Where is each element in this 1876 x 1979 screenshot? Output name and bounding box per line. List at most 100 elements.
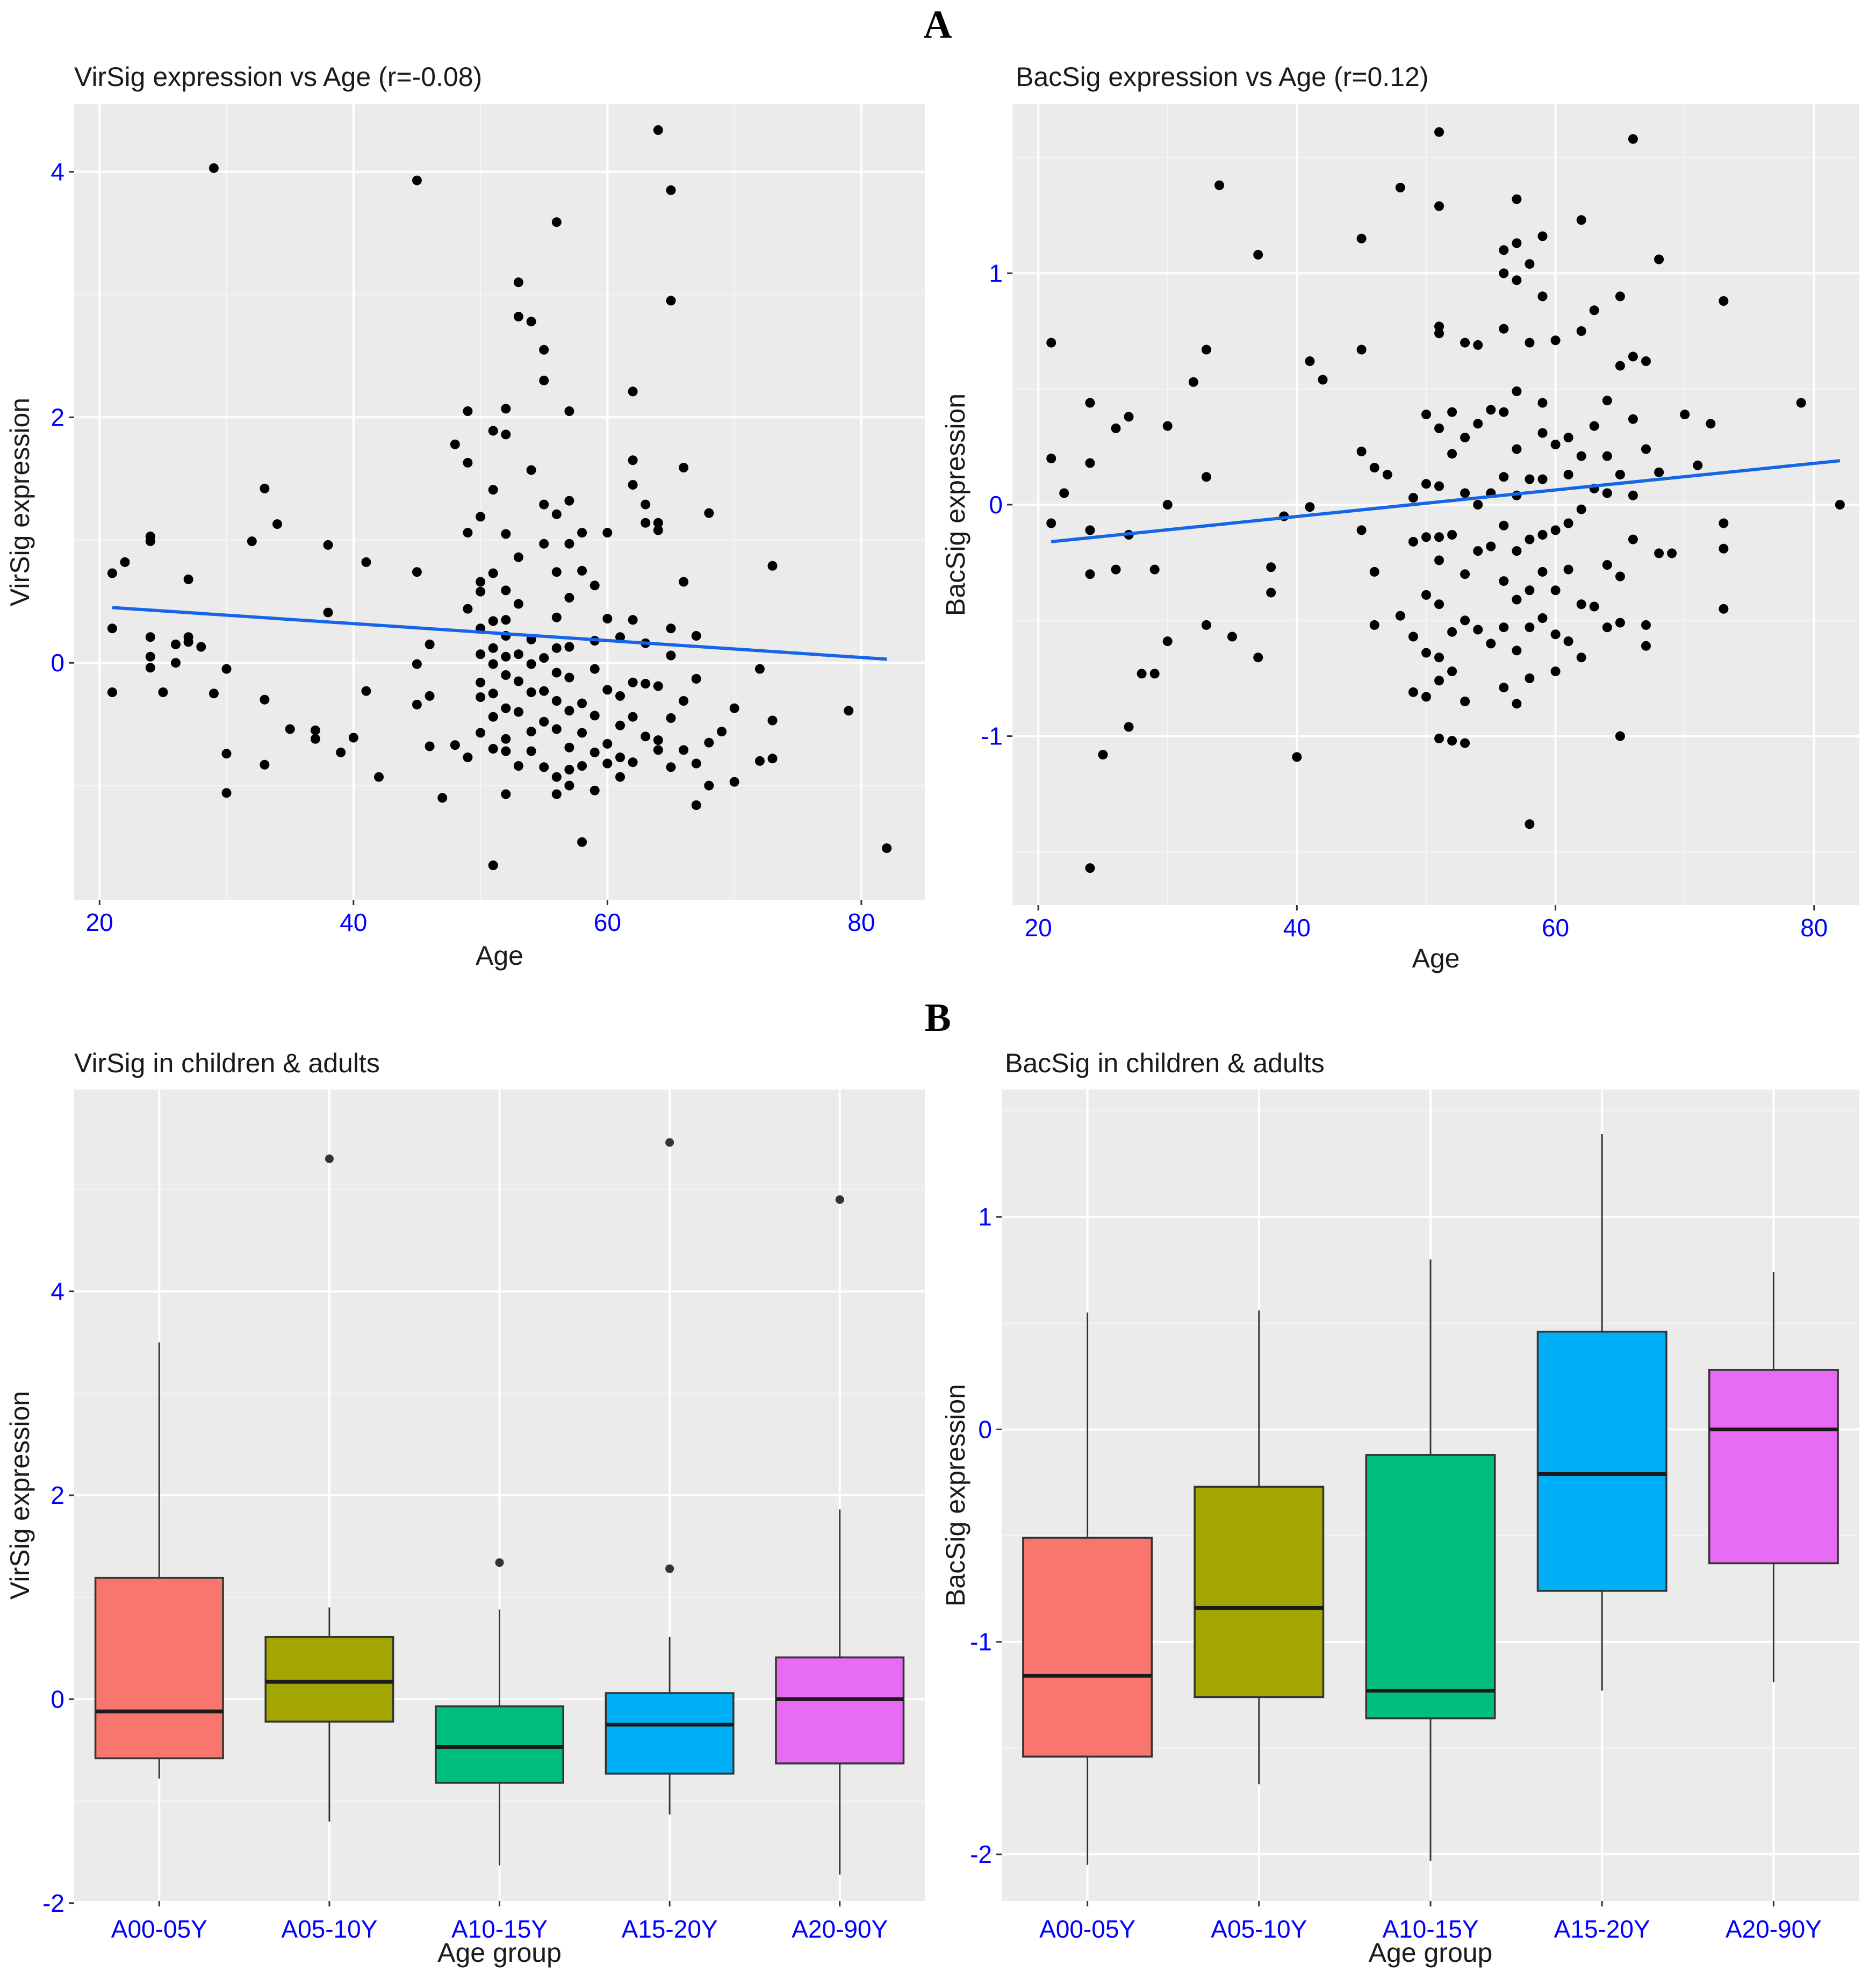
data-point xyxy=(653,735,663,745)
data-point xyxy=(1550,585,1561,596)
data-point xyxy=(1434,733,1444,743)
y-tick-label: 4 xyxy=(51,1278,64,1306)
data-point xyxy=(1525,474,1535,484)
data-point xyxy=(425,639,435,649)
x-tick-label: A05-10Y xyxy=(1211,1915,1307,1943)
x-tick-label: A10-15Y xyxy=(1382,1915,1478,1943)
data-point xyxy=(1589,305,1599,316)
data-point xyxy=(1253,653,1263,663)
data-point xyxy=(1434,599,1444,610)
data-point xyxy=(1162,421,1173,431)
data-point xyxy=(488,689,498,699)
data-point xyxy=(1719,518,1729,528)
x-axis-title: Age group xyxy=(1369,1938,1493,1968)
data-point xyxy=(1434,676,1444,686)
data-point xyxy=(1525,819,1535,829)
data-point xyxy=(488,568,498,578)
data-point xyxy=(1499,472,1509,482)
data-point xyxy=(1537,567,1548,577)
data-point xyxy=(1550,629,1561,640)
data-point xyxy=(1434,328,1444,339)
data-point xyxy=(1201,620,1211,630)
data-point xyxy=(1369,620,1379,630)
data-point xyxy=(1537,428,1548,438)
data-point xyxy=(590,711,600,721)
data-point xyxy=(425,691,435,701)
data-point xyxy=(882,843,892,854)
data-point xyxy=(1525,259,1535,269)
data-point xyxy=(310,725,320,735)
data-point xyxy=(1628,414,1638,424)
data-point xyxy=(1447,627,1457,637)
data-point xyxy=(145,663,155,673)
data-point xyxy=(1550,525,1561,535)
data-point xyxy=(488,659,498,669)
data-point xyxy=(577,565,587,576)
data-point xyxy=(145,632,155,642)
data-point xyxy=(754,664,765,674)
data-point xyxy=(323,540,333,550)
data-point xyxy=(1499,520,1509,530)
y-tick-label: 2 xyxy=(51,1481,64,1509)
data-point xyxy=(183,637,193,647)
data-point xyxy=(1550,440,1561,449)
y-axis-title: VirSig expression xyxy=(5,398,35,606)
data-point xyxy=(361,557,371,567)
data-point xyxy=(615,752,625,763)
data-point xyxy=(577,698,587,708)
data-point xyxy=(1473,419,1483,429)
data-point xyxy=(412,659,422,669)
data-point xyxy=(513,277,523,288)
data-point xyxy=(679,577,689,587)
data-point xyxy=(1537,530,1548,540)
data-point xyxy=(1137,669,1147,679)
data-point xyxy=(1563,518,1573,528)
data-point xyxy=(1615,571,1625,582)
data-point xyxy=(679,745,689,755)
data-point xyxy=(526,727,536,737)
data-point xyxy=(1486,541,1496,551)
data-point xyxy=(1615,731,1625,741)
data-point xyxy=(1460,697,1470,706)
data-point xyxy=(1512,275,1522,285)
data-point xyxy=(1706,419,1716,429)
data-point xyxy=(501,585,511,596)
data-point xyxy=(1512,238,1522,248)
x-tick-label: A00-05Y xyxy=(1039,1915,1135,1943)
data-point xyxy=(158,687,168,697)
data-point xyxy=(476,586,486,597)
outlier-point xyxy=(665,1564,674,1573)
data-point xyxy=(513,599,523,609)
data-point xyxy=(1395,183,1405,192)
data-point xyxy=(628,386,638,397)
data-point xyxy=(653,745,663,755)
data-point xyxy=(1486,639,1496,649)
data-point xyxy=(336,747,346,757)
data-point xyxy=(666,713,676,723)
data-point xyxy=(564,764,574,775)
data-point xyxy=(145,651,155,662)
data-point xyxy=(1654,548,1664,558)
data-point xyxy=(602,738,613,749)
data-point xyxy=(1719,296,1729,306)
data-point xyxy=(1214,180,1224,190)
data-point xyxy=(1654,254,1664,264)
data-point xyxy=(1085,569,1095,579)
data-point xyxy=(551,567,562,577)
data-point xyxy=(729,703,739,713)
data-point xyxy=(564,742,574,752)
data-point xyxy=(501,429,511,440)
data-point xyxy=(691,673,701,684)
data-point xyxy=(551,509,562,519)
data-point xyxy=(1201,345,1211,355)
data-point xyxy=(476,728,486,738)
data-point xyxy=(260,694,270,705)
data-point xyxy=(476,512,486,522)
data-point xyxy=(1421,648,1431,658)
data-point xyxy=(412,567,422,577)
data-point xyxy=(767,754,778,764)
data-point xyxy=(666,185,676,195)
x-tick-label: 20 xyxy=(1025,914,1052,942)
data-point xyxy=(1680,410,1690,420)
data-point xyxy=(628,480,638,490)
